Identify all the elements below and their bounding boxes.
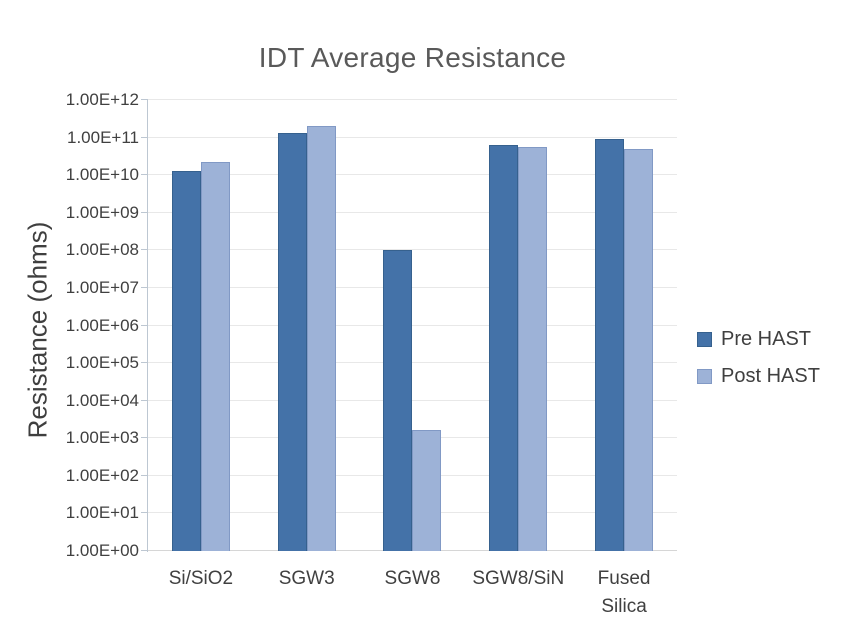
- bar-post-hast: [518, 147, 548, 551]
- y-axis-tick-label: 1.00E+03: [65, 428, 139, 448]
- bar-post-hast: [624, 148, 654, 551]
- y-axis-tick-label: 1.00E+11: [66, 127, 139, 147]
- chart-title: IDT Average Resistance: [258, 42, 567, 73]
- y-axis-tick-label: 1.00E+07: [65, 277, 139, 297]
- y-axis-tick-label: 1.00E+01: [65, 503, 139, 523]
- y-axis-tickmark: [141, 99, 148, 100]
- gridline: [148, 324, 677, 326]
- gridline: [148, 99, 677, 100]
- gridline: [148, 362, 677, 364]
- y-axis-tick-label: 1.00E+04: [65, 390, 139, 410]
- gridline: [148, 174, 677, 176]
- gridline: [148, 211, 677, 213]
- bar-pre-hast: [383, 250, 413, 551]
- legend-entry-post-hast: Post HAST: [697, 365, 820, 388]
- x-axis-category-label: SGW8/SiN: [472, 568, 565, 589]
- y-axis-tickmark: [141, 249, 148, 251]
- gridline: [148, 249, 677, 251]
- legend-entry-pre-hast: Pre HAST: [697, 328, 820, 351]
- bar-post-hast: [306, 126, 336, 551]
- x-axis-labels: Si/SiO2 SGW3 SGW8 SGW8/SiN Fused Silica: [148, 565, 677, 620]
- y-axis-tickmark: [141, 474, 148, 476]
- bar-pre-hast: [171, 170, 201, 551]
- y-axis-tickmark: [141, 211, 148, 213]
- y-axis-tickmark: [141, 174, 148, 176]
- bar-pre-hast: [489, 144, 519, 551]
- gridline: [148, 136, 677, 138]
- bar-post-hast: [200, 162, 230, 551]
- y-axis-tickmark: [141, 399, 148, 401]
- y-axis-tick-label: 1.00E+06: [65, 315, 139, 335]
- gridline: [148, 286, 677, 288]
- y-axis-tickmark: [141, 286, 148, 288]
- y-axis-tickmark: [141, 550, 148, 551]
- legend: Pre HAST Post HAST: [697, 328, 820, 388]
- x-axis-category-label: Si/SiO2: [168, 568, 234, 589]
- bar-pre-hast: [595, 139, 625, 551]
- y-axis-tickmark: [141, 437, 148, 439]
- x-axis-category-label: SGW8: [384, 568, 441, 589]
- y-axis-tick-label: 1.00E+09: [65, 202, 139, 222]
- legend-swatch: [697, 369, 712, 384]
- legend-swatch: [697, 332, 712, 347]
- y-axis-line: [147, 100, 148, 552]
- y-axis-tickmark: [141, 362, 148, 364]
- bar-group: [254, 100, 360, 551]
- y-axis-tick-label: 1.00E+08: [65, 240, 139, 260]
- y-axis-tickmark: [141, 512, 148, 514]
- legend-label: Post HAST: [721, 365, 820, 387]
- bar-group: [148, 100, 254, 551]
- legend-label: Pre HAST: [721, 328, 812, 350]
- x-axis-category-label: SGW3: [278, 568, 335, 589]
- plot-bars: [148, 100, 677, 551]
- y-axis-tick-label: 1.00E+12: [65, 90, 139, 109]
- y-axis-tick-label: 1.00E+02: [65, 465, 139, 485]
- bar-group: [360, 100, 466, 551]
- gridline: [148, 399, 677, 401]
- plot-area: 1.00E+00 1.00E+01 1.00E+02 1.00E+03 1.00E+04…: [66, 90, 677, 560]
- x-axis-category-label: Fused Silica: [597, 568, 651, 617]
- bar-post-hast: [412, 429, 442, 551]
- y-axis-tickmark: [141, 136, 148, 138]
- y-axis-tick-label: 1.00E+00: [65, 541, 139, 560]
- y-axis-tick-label: 1.00E+05: [65, 353, 139, 373]
- bar-group: [465, 100, 571, 551]
- y-axis-tick-label: 1.00E+10: [65, 165, 139, 185]
- y-axis-tickmark: [141, 324, 148, 326]
- bar-group: [571, 100, 677, 551]
- bar-pre-hast: [277, 133, 307, 551]
